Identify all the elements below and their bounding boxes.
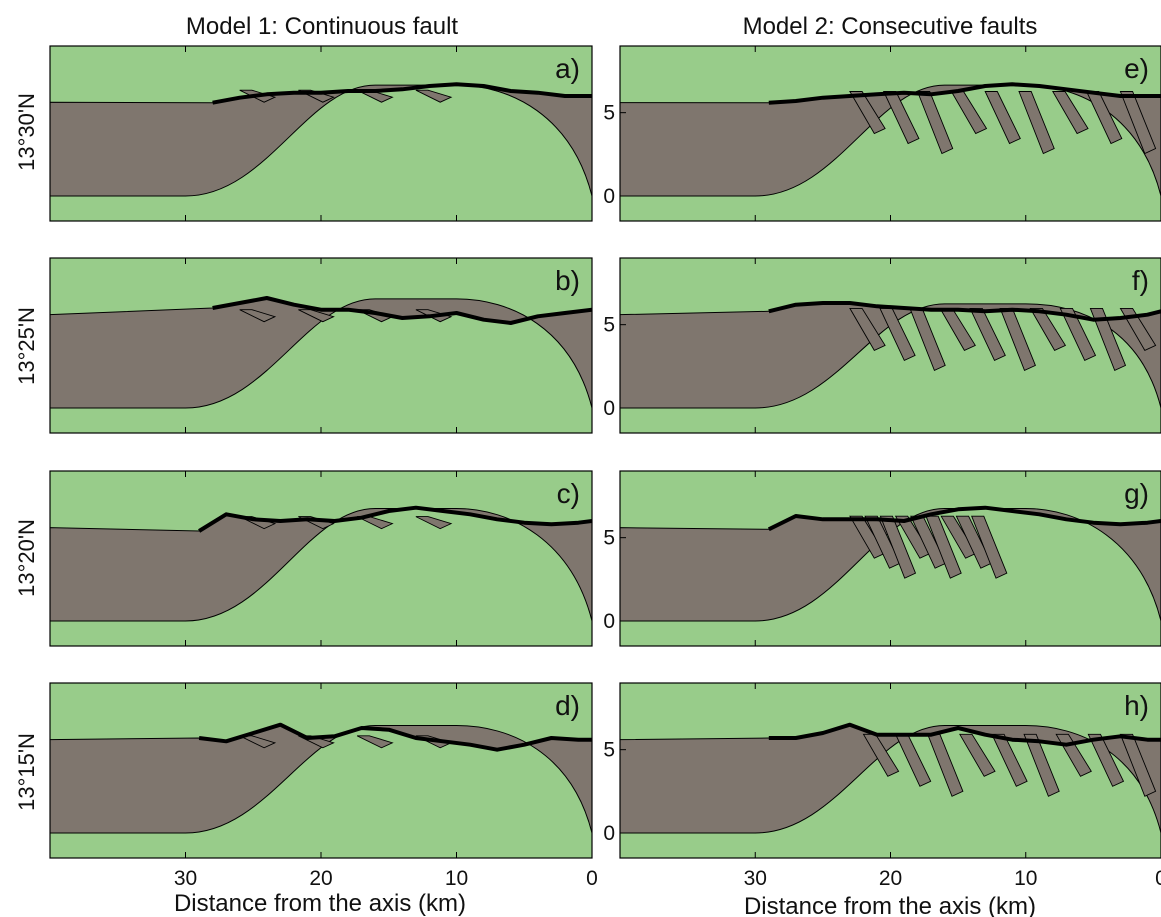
- column-title-model-1: Model 1: Continuous fault: [186, 13, 459, 40]
- panel-g-plot-area: [620, 471, 1161, 646]
- panel-a-bathymetry-line: [212, 82, 592, 105]
- panel-f-ytick-label: 5: [603, 314, 615, 337]
- panel-f-fault-block: [849, 307, 886, 351]
- column-title-model-2: Model 2: Consecutive faults: [743, 13, 1038, 40]
- panel-d-fault-block: [356, 735, 394, 749]
- panel-d-bathymetry-line: [198, 722, 592, 752]
- panel-e-fault-block: [1052, 91, 1089, 135]
- panel-e-fault-block: [1018, 91, 1055, 155]
- panel-h-fault-block: [959, 733, 996, 777]
- panel-f-fault-block: [1029, 307, 1067, 351]
- panel-f-ytick-label: 0: [603, 397, 615, 420]
- panel-b-fault-block: [298, 309, 335, 323]
- panel-f-letter: f): [1132, 265, 1149, 296]
- panel-g-ytick-label: 5: [603, 527, 615, 550]
- panel-e-ytick-label: 0: [603, 185, 615, 208]
- panel-d-plot-area: [50, 683, 592, 858]
- panel-h-fault-block: [1087, 733, 1125, 787]
- panel-d-xtick-label: 10: [445, 867, 468, 890]
- panel-g-fault-block: [971, 515, 1008, 579]
- panel-h-fault-block: [991, 733, 1028, 787]
- panel-b-bathymetry-line: [212, 296, 592, 325]
- panel-e-fault-block: [916, 91, 954, 155]
- row-label-13-20: 13°20'N: [14, 519, 39, 597]
- panel-h-fault-block: [1023, 733, 1060, 797]
- panel-g-fault-block: [925, 515, 962, 579]
- x-axis-label-right: Distance from the axis (km): [744, 893, 1036, 917]
- panel-h-ytick-label: 5: [603, 739, 615, 762]
- panel-c-plot-area: [50, 471, 592, 646]
- panel-f-bathymetry-line: [768, 301, 1161, 322]
- panel-f-fault-block: [1059, 307, 1097, 361]
- panel-h-xtick-label: 0: [1155, 867, 1161, 890]
- panel-e-fault-block: [849, 91, 886, 135]
- panel-f: f) 0 5: [603, 257, 1161, 434]
- panel-h-ytick-label: 0: [603, 822, 615, 845]
- panel-h-bathymetry-line: [768, 722, 1161, 747]
- panel-e-letter: e): [1124, 53, 1149, 84]
- panel-d-xtick-label: 0: [586, 867, 598, 890]
- panel-b: b): [49, 257, 593, 434]
- panel-e-plot-area: [620, 46, 1161, 221]
- panel-d-xtick-label: 20: [309, 867, 332, 890]
- panel-h-letter: h): [1124, 690, 1149, 721]
- panel-a-plot-area: [50, 46, 592, 221]
- panel-a-fault-block: [415, 89, 453, 103]
- x-axis-label-left: Distance from the axis (km): [174, 890, 466, 917]
- panel-b-plot-area: [50, 258, 592, 433]
- panel-b-fault-block: [239, 309, 277, 323]
- panel-g-letter: g): [1124, 478, 1149, 509]
- panel-h-fault-block: [1119, 733, 1157, 797]
- panel-f-plot-area: [620, 258, 1161, 433]
- panel-h-xtick-label: 20: [879, 867, 902, 890]
- panel-c-bathymetry-line: [198, 505, 592, 533]
- panel-f-fault-block: [969, 307, 1006, 361]
- panel-e: e) 0 5: [603, 45, 1161, 222]
- panel-h-plot-area: [620, 683, 1161, 858]
- panel-e-ytick-label: 5: [603, 102, 615, 125]
- panel-f-fault-block: [1089, 307, 1127, 372]
- row-label-13-15: 13°15'N: [14, 733, 39, 811]
- panel-c-fault-block: [415, 516, 453, 530]
- panel-e-bathymetry-line: [768, 82, 1161, 105]
- panel-g-fault-block: [879, 515, 917, 579]
- panel-g-ytick-label: 0: [603, 610, 615, 633]
- panel-d: d) 30 20 10 0: [49, 682, 598, 890]
- panel-c: c): [49, 470, 593, 647]
- panel-h: h) 30 20 10 0 0 5: [603, 682, 1161, 890]
- panel-a-letter: a): [555, 53, 580, 84]
- panel-g: g) 0 5: [603, 470, 1161, 647]
- panel-d-letter: d): [555, 690, 580, 721]
- panel-d-xtick-label: 30: [174, 867, 197, 890]
- panel-g-bathymetry-line: [767, 505, 1161, 532]
- panel-h-xtick-label: 10: [1014, 867, 1037, 890]
- panel-c-letter: c): [557, 478, 580, 509]
- panel-a: a): [49, 45, 593, 222]
- panel-b-letter: b): [555, 265, 580, 296]
- panel-e-fault-block: [984, 91, 1021, 145]
- row-label-13-30: 13°30'N: [14, 93, 39, 171]
- panel-h-xtick-label: 30: [744, 867, 767, 890]
- panel-e-fault-block: [1119, 91, 1157, 155]
- row-label-13-25: 13°25'N: [14, 307, 39, 385]
